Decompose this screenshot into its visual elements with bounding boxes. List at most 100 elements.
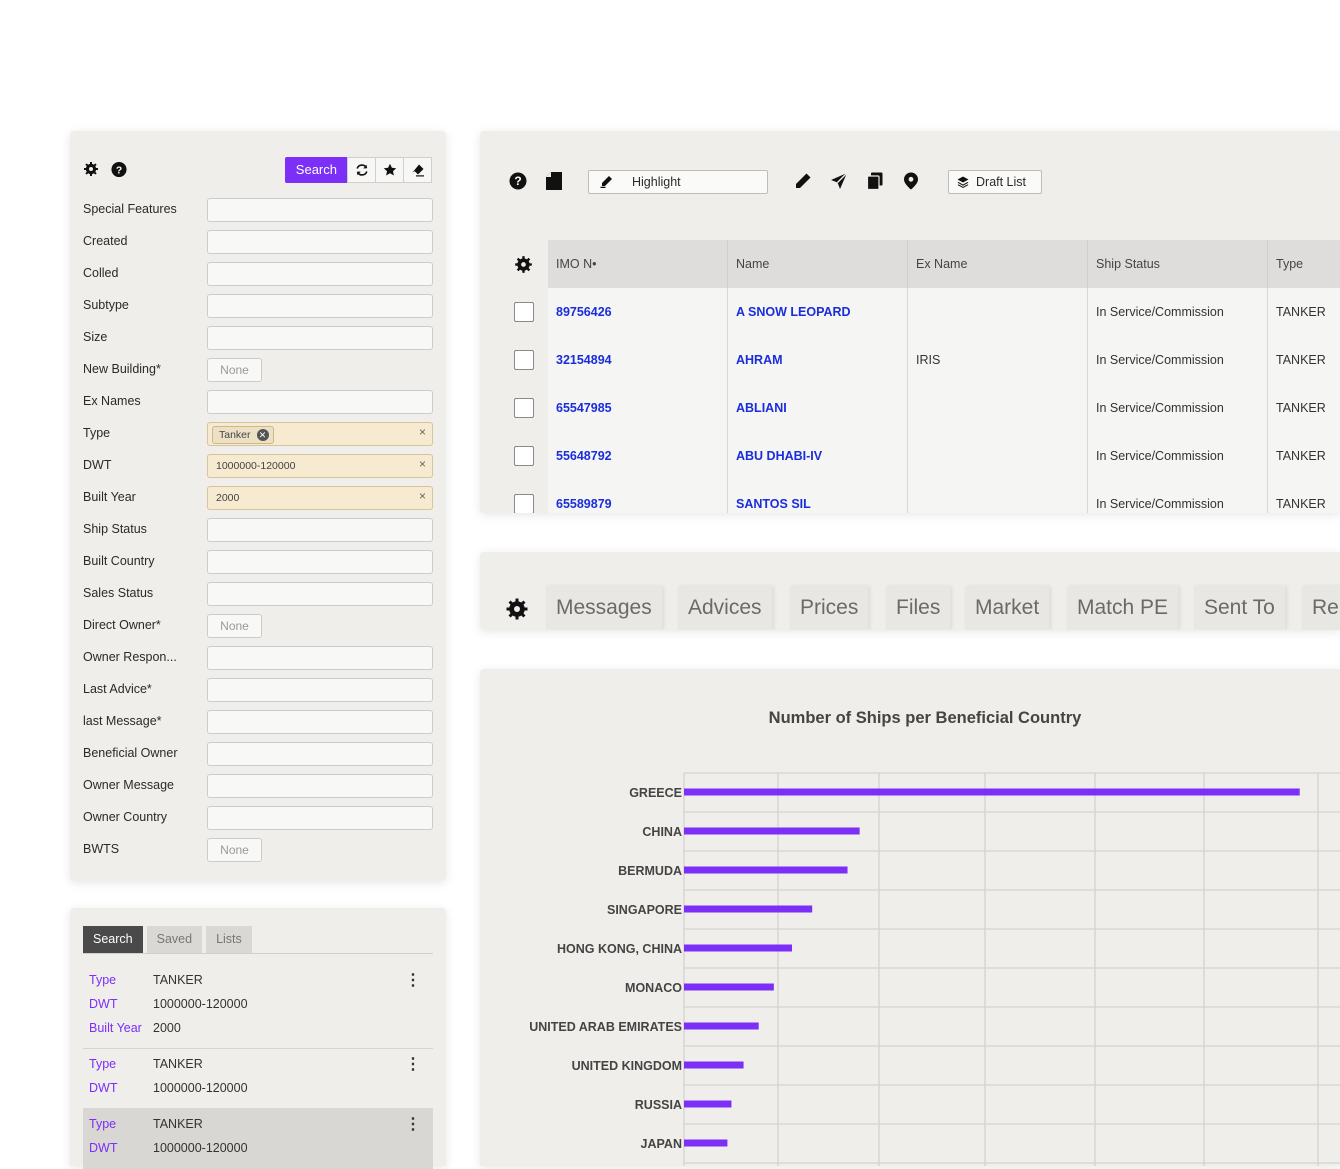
filter-select[interactable]: None: [207, 614, 262, 638]
filter-input[interactable]: Tanker ✕ ×: [207, 422, 433, 446]
cell-name[interactable]: ABLIANI: [728, 384, 908, 432]
edit-pencil-icon[interactable]: [794, 172, 812, 195]
row-checkbox[interactable]: [514, 302, 534, 322]
category-label: CHINA: [642, 825, 682, 839]
cell-name[interactable]: ABU DHABI-IV: [728, 432, 908, 480]
row-checkbox[interactable]: [514, 494, 534, 513]
clear-filters-button[interactable]: [403, 157, 432, 183]
filter-input[interactable]: 1000000-120000 ×: [207, 454, 433, 478]
detail-tab[interactable]: Messages: [546, 586, 662, 630]
column-header-imo[interactable]: IMO N•: [548, 240, 728, 288]
filter-input[interactable]: [207, 774, 433, 798]
saved-criterion: DWT 1000000-120000: [89, 1081, 248, 1095]
filter-input[interactable]: [207, 326, 433, 350]
send-icon[interactable]: [830, 172, 848, 195]
category-label: MONACO: [625, 981, 682, 995]
cell-imo[interactable]: 55648792: [548, 432, 728, 480]
pen-icon: [600, 176, 612, 188]
detail-tab[interactable]: Sent To: [1194, 586, 1285, 630]
tabs-settings-gear-icon[interactable]: [505, 597, 529, 626]
more-options-icon[interactable]: ⋮: [405, 1116, 421, 1133]
help-icon[interactable]: ?: [509, 172, 527, 195]
table-row[interactable]: 65589879 SANTOS SIL In Service/Commission T…: [548, 480, 1340, 513]
copy-icon[interactable]: [866, 172, 883, 195]
filter-input[interactable]: [207, 582, 433, 606]
cell-imo[interactable]: 89756426: [548, 288, 728, 336]
cell-name[interactable]: SANTOS SIL: [728, 480, 908, 513]
filter-input[interactable]: [207, 550, 433, 574]
detail-tab[interactable]: Advices: [678, 586, 772, 630]
category-label: SINGAPORE: [607, 903, 682, 917]
document-icon[interactable]: [546, 172, 562, 195]
filter-input[interactable]: [207, 390, 433, 414]
settings-gear-icon[interactable]: [83, 161, 99, 177]
clear-field-icon[interactable]: ×: [418, 457, 426, 471]
table-row[interactable]: 65547985 ABLIANI In Service/Commission TANK…: [548, 384, 1340, 433]
filter-input[interactable]: [207, 806, 433, 830]
filter-input[interactable]: [207, 262, 433, 286]
more-options-icon[interactable]: ⋮: [405, 1056, 421, 1073]
refresh-button[interactable]: [347, 157, 376, 183]
detail-tab[interactable]: Match PE: [1067, 586, 1179, 630]
cell-ex-name: [908, 384, 1088, 432]
filter-input[interactable]: [207, 710, 433, 734]
tab-lists[interactable]: Lists: [206, 926, 252, 953]
search-button[interactable]: Search: [284, 157, 348, 183]
cell-name[interactable]: AHRAM: [728, 336, 908, 384]
detail-tab[interactable]: Files: [886, 586, 951, 630]
draft-list-button[interactable]: Draft List: [948, 170, 1042, 194]
bar-chart: GREECE CHINA BERMUDA SINGAPORE HONG KONG, CH…: [529, 772, 1340, 1166]
row-checkbox[interactable]: [514, 398, 534, 418]
filter-input[interactable]: 2000 ×: [207, 486, 433, 510]
cell-imo[interactable]: 65589879: [548, 480, 728, 513]
filter-input[interactable]: [207, 742, 433, 766]
filter-input[interactable]: [207, 678, 433, 702]
filter-input[interactable]: [207, 518, 433, 542]
filter-input[interactable]: [207, 646, 433, 670]
table-row[interactable]: 55648792 ABU DHABI-IV In Service/Commissio…: [548, 432, 1340, 481]
detail-tab[interactable]: Market: [965, 586, 1050, 630]
filter-input[interactable]: [207, 198, 433, 222]
clear-field-icon[interactable]: ×: [418, 425, 426, 439]
location-pin-icon[interactable]: [903, 172, 919, 195]
filter-select[interactable]: None: [207, 358, 262, 382]
column-header-type[interactable]: Type: [1276, 257, 1304, 271]
filter-panel: ? Search Special Features Created Colled Su…: [70, 131, 446, 881]
cell-imo[interactable]: 32154894: [548, 336, 728, 384]
table-row[interactable]: 32154894 AHRAM IRIS In Service/Commission TA…: [548, 336, 1340, 385]
column-header-ship-status[interactable]: Ship Status: [1088, 240, 1268, 288]
table-row[interactable]: 89756426 A SNOW LEOPARD In Service/Commiss…: [548, 288, 1340, 337]
filter-row: Created: [83, 230, 433, 254]
draft-list-label: Draft List: [976, 175, 1027, 189]
table-settings-gear-icon[interactable]: [514, 255, 533, 279]
clear-field-icon[interactable]: ×: [418, 489, 426, 503]
filter-label: Subtype: [83, 298, 129, 312]
cell-imo[interactable]: 65547985: [548, 384, 728, 432]
svg-text:?: ?: [514, 174, 521, 188]
saved-search-item[interactable]: Type TANKER DWT 1000000-120000 ⋮: [83, 1048, 433, 1109]
cell-ex-name: [908, 432, 1088, 480]
favorite-button[interactable]: [375, 157, 404, 183]
filter-value: 2000: [216, 492, 240, 504]
column-header-ex-name[interactable]: Ex Name: [908, 240, 1088, 288]
cell-ex-name: [908, 480, 1088, 513]
saved-search-item[interactable]: Type TANKER DWT 1000000-120000 Built Year 200…: [83, 964, 433, 1049]
chip-remove-icon[interactable]: ✕: [256, 429, 269, 441]
category-label: HONG KONG, CHINA: [557, 942, 682, 956]
row-checkbox[interactable]: [514, 350, 534, 370]
filter-input[interactable]: [207, 294, 433, 318]
more-options-icon[interactable]: ⋮: [405, 972, 421, 989]
tab-saved[interactable]: Saved: [146, 926, 203, 953]
detail-tab[interactable]: Re: [1302, 586, 1340, 630]
bar: [684, 944, 793, 952]
filter-input[interactable]: [207, 230, 433, 254]
filter-select[interactable]: None: [207, 838, 262, 862]
help-icon[interactable]: ?: [111, 161, 127, 177]
cell-name[interactable]: A SNOW LEOPARD: [728, 288, 908, 336]
detail-tab[interactable]: Prices: [790, 586, 869, 630]
column-header-name[interactable]: Name: [728, 240, 908, 288]
saved-search-item[interactable]: Type TANKER DWT 1000000-120000 ⋮: [83, 1108, 433, 1169]
row-checkbox[interactable]: [514, 446, 534, 466]
tab-search[interactable]: Search: [83, 926, 143, 953]
highlight-field[interactable]: Highlight: [588, 170, 768, 194]
